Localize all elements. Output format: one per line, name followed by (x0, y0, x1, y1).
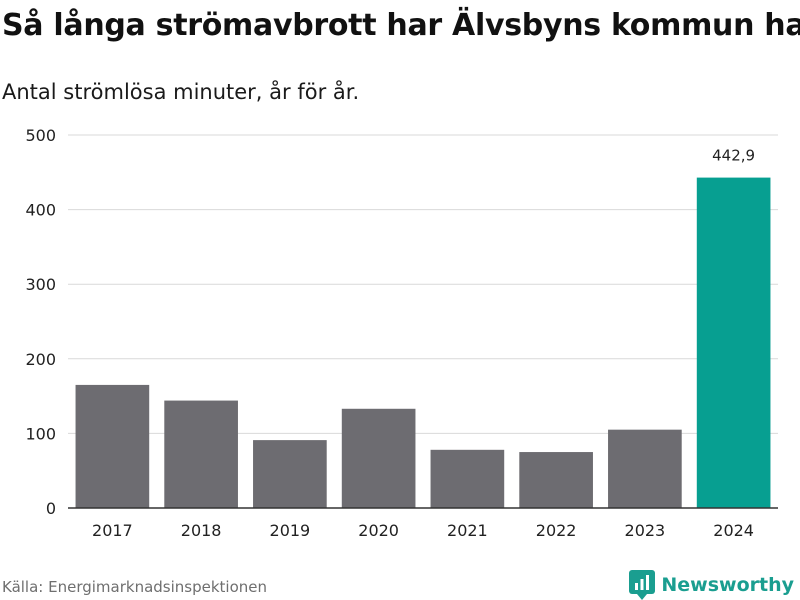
source-note: Källa: Energimarknadsinspektionen (2, 578, 268, 596)
bar-chart: 0 100 200 300 400 500 2017 2018 2019 2020 2021 2022… (25, 126, 778, 540)
bar (608, 429, 682, 508)
y-tick-label: 0 (46, 499, 56, 518)
bar (164, 400, 238, 508)
y-tick-label: 100 (25, 424, 56, 443)
newsworthy-logo-icon (629, 570, 656, 600)
chart-subtitle: Antal strömlösa minuter, år för år. (2, 80, 360, 104)
x-tick-label: 2017 (92, 521, 133, 540)
x-tick-label: 2021 (447, 521, 488, 540)
y-tick-label: 300 (25, 275, 56, 294)
bar (253, 440, 327, 508)
chart-title: Så långa strömavbrott har Älvsbyns kommu… (2, 8, 800, 43)
bar (341, 408, 416, 508)
x-tick-label: 2023 (625, 521, 666, 540)
x-tick-label: 2020 (358, 521, 399, 540)
brand-name: Newsworthy (661, 574, 794, 596)
brand-logo: Newsworthy (629, 570, 794, 600)
x-tick-label: 2018 (181, 521, 222, 540)
data-label: 442,9 (712, 147, 755, 165)
y-tick-label: 400 (25, 201, 56, 220)
x-tick-label: 2024 (713, 521, 754, 540)
x-tick-label: 2019 (270, 521, 311, 540)
bar (75, 384, 150, 508)
bar (430, 449, 505, 508)
x-tick-label: 2022 (536, 521, 577, 540)
y-tick-label: 500 (25, 126, 56, 145)
y-tick-label: 200 (25, 350, 56, 369)
bar (696, 177, 771, 508)
bar (519, 452, 593, 508)
